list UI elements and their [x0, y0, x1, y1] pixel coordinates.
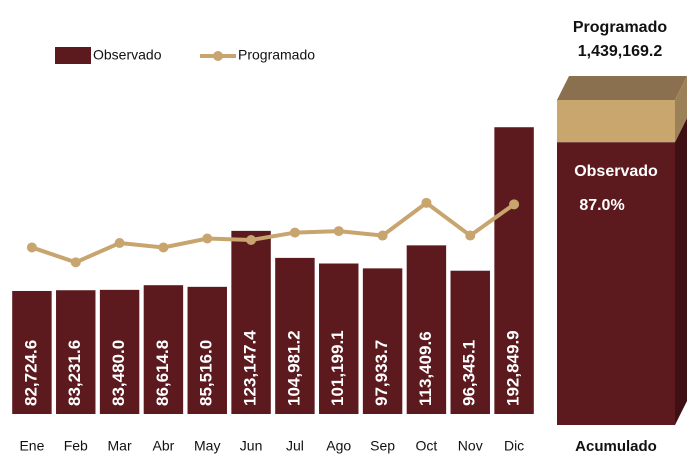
line-marker: [421, 197, 432, 208]
line-marker: [465, 230, 476, 241]
value-label: 86,614.8: [153, 340, 172, 406]
value-label: 85,516.0: [197, 340, 216, 406]
value-label: 82,724.6: [21, 340, 40, 406]
legend-swatch: [55, 47, 91, 64]
legend-label: Observado: [93, 47, 162, 63]
accumulated-programado: Programado: [573, 19, 667, 36]
box-top: [557, 76, 687, 100]
line-marker: [509, 199, 520, 210]
bar: [231, 230, 271, 414]
line-marker: [289, 227, 300, 238]
line-marker: [114, 237, 125, 248]
bar: [275, 257, 315, 414]
box-observado-label: Observado: [574, 163, 658, 180]
value-label: 83,480.0: [109, 340, 128, 406]
x-tick-label: Oct: [416, 438, 438, 454]
x-tick-label: Jun: [240, 438, 263, 454]
x-tick-label: Sep: [370, 438, 395, 454]
line-marker: [70, 257, 81, 268]
x-tick-label: Abr: [153, 438, 175, 454]
value-label: 113,409.6: [416, 331, 435, 406]
accumulated-label: Acumulado: [575, 438, 657, 455]
box-observado-pct: 87.0%: [579, 197, 624, 214]
x-tick-label: Jul: [286, 438, 304, 454]
line: [31, 200, 516, 265]
value-label: 123,147.4: [241, 330, 260, 406]
bar: [319, 263, 359, 414]
bar: [494, 127, 534, 414]
value-label: 97,933.7: [372, 340, 391, 406]
box-side-programado: [675, 76, 687, 143]
x-tick-label: Nov: [458, 438, 483, 454]
box-programado: [557, 100, 675, 143]
line-marker: [26, 242, 37, 253]
bar: [99, 289, 140, 414]
legend-label: Programado: [238, 47, 315, 63]
bar: [143, 285, 184, 414]
x-tick-label: Dic: [504, 438, 524, 454]
legend-marker: [213, 51, 223, 61]
value-label: 101,199.1: [328, 330, 347, 406]
line-marker: [333, 226, 344, 237]
value-label: 96,345.1: [460, 340, 479, 406]
value-label: 104,981.2: [284, 330, 303, 406]
line-marker: [202, 233, 213, 244]
box-side-observado: [675, 118, 687, 425]
x-tick-label: Ene: [19, 438, 44, 454]
bar: [362, 268, 403, 414]
x-tick-label: May: [194, 438, 220, 454]
line-marker: [246, 235, 257, 246]
value-label: 192,849.9: [504, 330, 523, 406]
accumulated-total: 1,439,169.2: [578, 43, 663, 60]
box-observado: [557, 142, 675, 425]
bar: [56, 290, 96, 414]
bar: [450, 270, 490, 414]
x-tick-label: Ago: [326, 438, 351, 454]
bar: [187, 286, 227, 414]
x-tick-label: Feb: [64, 438, 88, 454]
bar: [12, 290, 52, 414]
x-tick-label: Mar: [108, 438, 132, 454]
line-marker: [377, 230, 388, 241]
bar: [406, 245, 447, 414]
line-marker: [158, 242, 169, 253]
value-label: 83,231.6: [65, 340, 84, 406]
